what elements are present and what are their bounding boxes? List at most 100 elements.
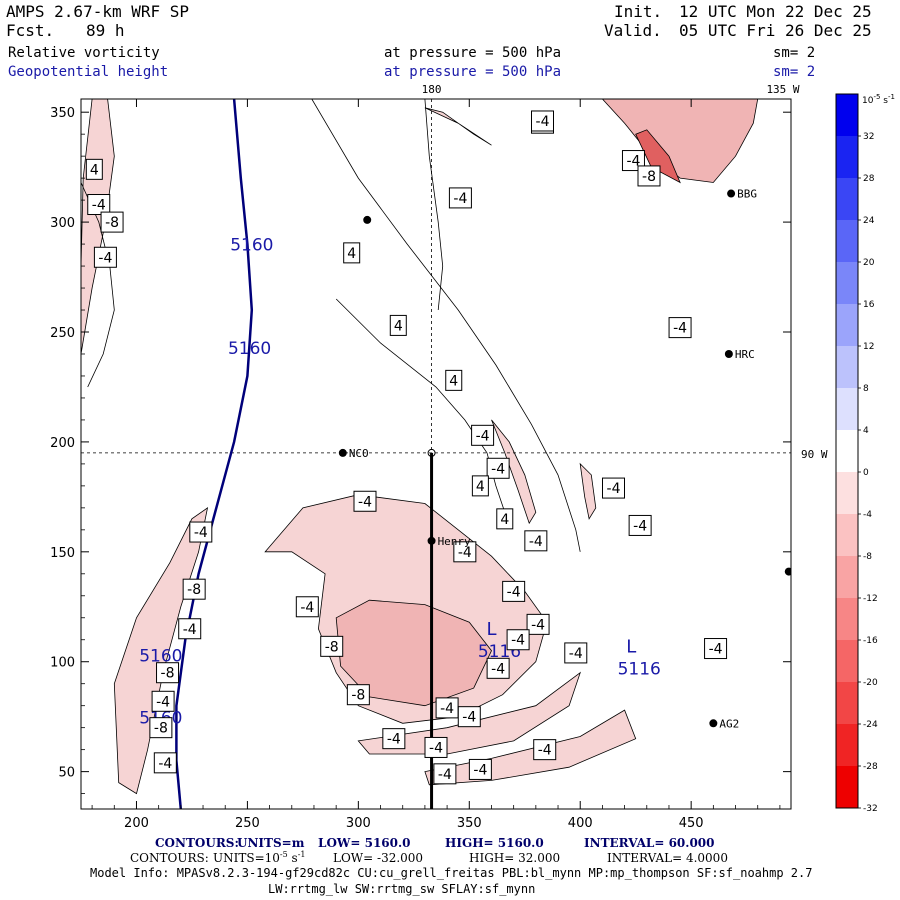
vort-label: -4 bbox=[607, 481, 621, 497]
vort-label: -4 bbox=[491, 461, 505, 477]
vort-label-box bbox=[100, 211, 124, 233]
colorbar-segment bbox=[836, 178, 858, 220]
valid-label: Valid. bbox=[604, 21, 662, 40]
vort-label-box bbox=[353, 490, 377, 512]
sm2-label: sm= 2 bbox=[773, 64, 815, 80]
vort-label: -4 bbox=[92, 198, 106, 214]
vort-label: -4 bbox=[536, 114, 550, 130]
colorbar-segment bbox=[836, 556, 858, 598]
footer-units-1: UNITS=m bbox=[237, 836, 305, 850]
colorbar-unit: 10-5 s-1 bbox=[862, 93, 895, 106]
vort-label: 4 bbox=[500, 512, 509, 528]
station-marker bbox=[709, 719, 718, 728]
vort-label-box bbox=[496, 508, 514, 530]
height-label: 5160 bbox=[139, 647, 182, 667]
top-label-135w: 135 W bbox=[766, 83, 799, 96]
vort-label: -4 bbox=[538, 743, 552, 759]
vort-label-box bbox=[486, 657, 510, 679]
vort-label-box bbox=[524, 530, 548, 552]
colorbar-segment bbox=[836, 346, 858, 388]
right-label-90w: 90 W bbox=[801, 448, 828, 461]
vort-label: -4 bbox=[529, 534, 543, 550]
vort-label-box bbox=[87, 194, 111, 216]
station-marker bbox=[363, 215, 372, 224]
colorbar-segment bbox=[836, 724, 858, 766]
sm1-label: sm= 2 bbox=[773, 45, 815, 61]
station-label: AG2 bbox=[719, 717, 739, 730]
vort-label-box bbox=[637, 165, 661, 187]
vorticity-region bbox=[601, 99, 759, 183]
colorbar-tick-label: -24 bbox=[863, 720, 878, 730]
vort-label-box bbox=[156, 662, 180, 684]
colorbar-segment bbox=[836, 472, 858, 514]
y-tick-label: 350 bbox=[50, 106, 75, 121]
vort-label-box bbox=[457, 706, 481, 728]
x-tick-label: 400 bbox=[568, 816, 593, 831]
colorbar-segment bbox=[836, 220, 858, 262]
vort-label-box bbox=[471, 424, 495, 446]
vorticity-contour bbox=[81, 182, 115, 388]
station-marker bbox=[727, 189, 736, 198]
vort-label-box bbox=[668, 317, 692, 339]
vort-label-box bbox=[531, 110, 554, 132]
colorbar-segment bbox=[836, 94, 858, 136]
footer-interval-2: INTERVAL= 4.0000 bbox=[607, 851, 728, 865]
vort-label-box bbox=[453, 541, 477, 563]
vort-label: -4 bbox=[358, 494, 372, 510]
y-tick-label: 150 bbox=[50, 546, 75, 561]
colorbar-tick-label: 28 bbox=[863, 174, 875, 184]
height-contour-5160 bbox=[175, 99, 254, 809]
colorbar-frame bbox=[835, 93, 859, 809]
vort-label: -4 bbox=[491, 661, 505, 677]
colorbar-tick-label: -28 bbox=[863, 762, 878, 772]
vort-label-box bbox=[526, 613, 550, 635]
colorbar-tick-label: 32 bbox=[863, 132, 874, 142]
colorbar-segment bbox=[836, 514, 858, 556]
vort-label: -4 bbox=[438, 767, 452, 783]
vort-label: -4 bbox=[429, 740, 443, 756]
vort-label: -8 bbox=[154, 721, 168, 737]
colorbar-segment bbox=[836, 682, 858, 724]
vort-label-box bbox=[182, 578, 206, 600]
footer-low-2: LOW= -32.000 bbox=[333, 851, 423, 865]
colorbar-segment bbox=[836, 766, 858, 808]
vort-label-box bbox=[320, 635, 344, 657]
vort-label: 4 bbox=[476, 479, 485, 495]
vort-label: -4 bbox=[569, 646, 583, 662]
vort-label: -8 bbox=[642, 169, 656, 185]
vort-label: 4 bbox=[90, 162, 99, 178]
y-tick-label: 50 bbox=[58, 766, 75, 781]
vort-label-box bbox=[85, 158, 103, 180]
vort-label: -4 bbox=[531, 617, 545, 633]
vort-label: -8 bbox=[161, 666, 175, 682]
init-value: 12 UTC Mon 22 Dec 25 bbox=[679, 2, 872, 21]
x-tick-label: 200 bbox=[124, 816, 149, 831]
y-tick-label: 300 bbox=[50, 216, 75, 231]
vort-label: -4 bbox=[387, 732, 401, 748]
colorbar-tick-label: -20 bbox=[863, 678, 878, 688]
vort-label-box bbox=[382, 728, 406, 750]
model-title: AMPS 2.67-km WRF SP bbox=[6, 2, 189, 21]
vort-label-box bbox=[346, 684, 370, 706]
vort-label-box bbox=[486, 457, 510, 479]
vort-label: -4 bbox=[300, 600, 314, 616]
vorticity-contour bbox=[424, 99, 444, 311]
footer-contours-2: CONTOURS: bbox=[130, 851, 209, 865]
y-tick-label: 250 bbox=[50, 326, 75, 341]
vort-label: -8 bbox=[351, 688, 365, 704]
vorticity-region bbox=[635, 129, 681, 184]
vort-label: -4 bbox=[709, 642, 723, 658]
vort-label: -4 bbox=[476, 428, 490, 444]
vort-label-box bbox=[389, 314, 407, 336]
vort-label: -4 bbox=[633, 518, 647, 534]
vort-label-box bbox=[468, 758, 492, 780]
model-info-2: LW:rrtmg_lw SW:rrtmg_sw SFLAY:sf_mynn bbox=[268, 882, 535, 896]
vort-label: -4 bbox=[183, 622, 197, 638]
vort-label: -4 bbox=[453, 191, 467, 207]
footer-interval-1: INTERVAL= 60.000 bbox=[584, 836, 715, 850]
cross-section-start bbox=[427, 448, 436, 457]
vorticity-contour bbox=[335, 298, 508, 519]
colorbar-segment bbox=[836, 304, 858, 346]
vort-label: -8 bbox=[187, 582, 201, 598]
vort-label: -4 bbox=[156, 694, 170, 710]
